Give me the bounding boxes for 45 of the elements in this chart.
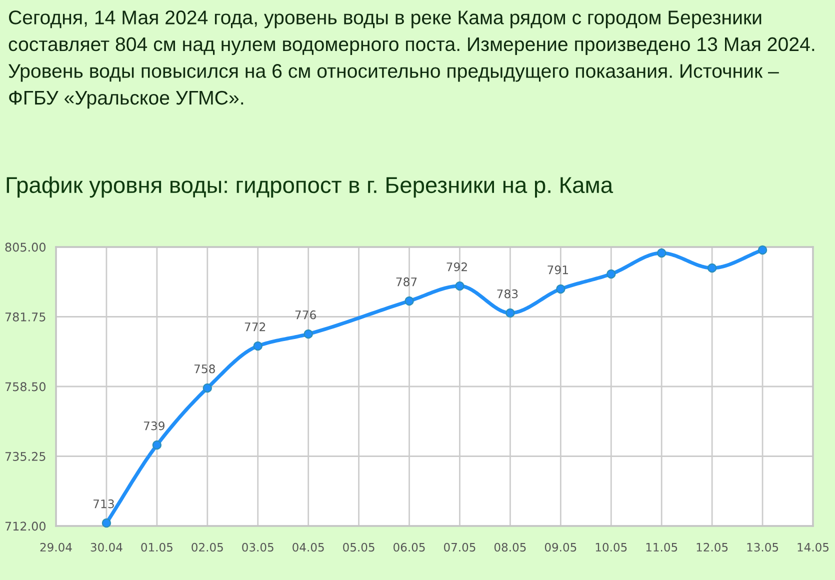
chart-title: График уровня воды: гидропост в г. Березники на р. Кама	[6, 176, 614, 198]
x-tick-label: 11.05	[646, 542, 678, 552]
x-tick-label: 10.05	[596, 542, 627, 552]
point	[506, 308, 515, 318]
x-tick-label: 01.05	[141, 542, 172, 552]
point	[152, 440, 162, 450]
point	[253, 341, 262, 351]
point	[606, 269, 616, 279]
data-label: 792	[446, 262, 467, 272]
x-tick-label: 04.05	[292, 542, 324, 552]
x-tick-label: 14.05	[798, 542, 828, 552]
x-tick-label: 05.05	[343, 542, 374, 552]
x-tick-label: 09.05	[544, 542, 576, 552]
data-label: 791	[548, 265, 568, 274]
data-label: 739	[144, 421, 164, 430]
point	[556, 284, 566, 294]
point	[707, 263, 717, 273]
x-tick-label: 30.04	[90, 542, 122, 552]
y-tick-label: 781.75	[5, 312, 46, 322]
x-tick-label: 29.04	[40, 542, 72, 552]
data-label: 758	[194, 364, 215, 374]
data-label: 776	[295, 310, 316, 320]
x-tick-label: 13.05	[747, 542, 778, 552]
x-tick-label: 08.05	[494, 542, 526, 552]
x-tick-label: 07.05	[444, 542, 476, 552]
y-tick-label: 735.25	[5, 452, 46, 461]
point	[758, 245, 768, 255]
y-tick-label: 805.00	[5, 242, 46, 252]
point	[202, 383, 212, 393]
point	[455, 281, 464, 291]
point	[656, 248, 666, 258]
x-tick-label: 12.05	[696, 542, 728, 552]
text: Сегодня, 14 Мая 2024 года, уровень воды в реке Кама рядом с городом Березники составляет 804 см над нулем водомерного поста. Измерение произведено 13 Мая 2024. Уровень воды повысился на 6 см относительно предыдущего показания. Источник – ФГБУ «Уральское УГМС».	[8, 10, 814, 109]
data-label: 787	[396, 277, 417, 286]
data-label: 772	[244, 322, 266, 332]
x-tick-label: 02.05	[192, 542, 223, 552]
y-tick-label: 758.50	[5, 382, 46, 392]
point	[304, 329, 313, 339]
data-label: 713	[94, 499, 114, 508]
point	[102, 518, 112, 528]
x-tick-label: 06.05	[394, 542, 425, 552]
data-label: 783	[497, 289, 518, 298]
y-tick-label: 712.00	[5, 522, 46, 531]
x-tick-label: 03.05	[242, 542, 274, 552]
point	[404, 296, 414, 306]
